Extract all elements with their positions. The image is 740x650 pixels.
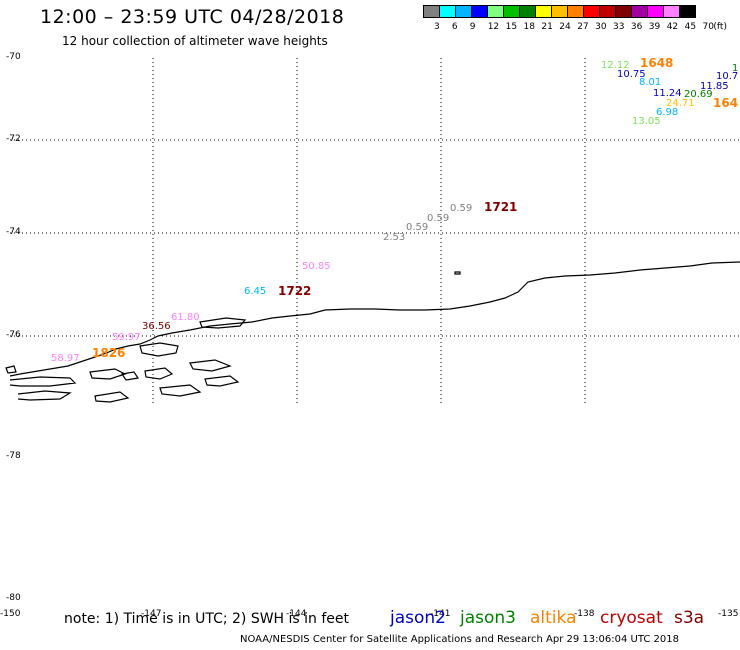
pass-time: 1826 bbox=[92, 346, 126, 360]
color-scale-label: 6 bbox=[451, 22, 458, 32]
color-scale-label: 15 bbox=[505, 22, 518, 32]
island-11 bbox=[120, 371, 140, 381]
lon-label: -147 bbox=[141, 609, 162, 619]
color-scale-label: 3 bbox=[434, 22, 440, 32]
lon-label: -138 bbox=[574, 609, 595, 619]
legend-entry-jason3: jason3 bbox=[460, 608, 516, 628]
lon-label: -150 bbox=[0, 609, 21, 619]
color-scale-label: 12 bbox=[487, 22, 500, 32]
lat-label: -74 bbox=[6, 227, 21, 237]
wave-height-value: 10.7 bbox=[716, 71, 739, 82]
lat-label: -78 bbox=[6, 451, 21, 461]
wave-height-value: 11.85 bbox=[700, 81, 729, 92]
wave-height-value: 50.85 bbox=[302, 261, 331, 272]
color-scale-label: 33 bbox=[613, 22, 625, 32]
island-7 bbox=[17, 390, 72, 401]
island-8 bbox=[94, 391, 130, 403]
wave-height-value: 10.75 bbox=[617, 69, 646, 80]
wave-height-value: 61.80 bbox=[171, 312, 200, 323]
island-9 bbox=[159, 384, 202, 397]
lon-label: -144 bbox=[286, 609, 307, 619]
island-3 bbox=[9, 376, 77, 387]
small-islet bbox=[454, 271, 461, 275]
wave-height-value: 0.59 bbox=[450, 203, 473, 214]
wave-height-value: 0.59 bbox=[427, 213, 450, 224]
lat-label: -80 bbox=[6, 593, 21, 603]
wave-height-value: 13.05 bbox=[632, 116, 661, 127]
wave-height-value: 2.53 bbox=[383, 232, 406, 243]
lat-label: -76 bbox=[6, 330, 21, 340]
island-1 bbox=[199, 317, 247, 329]
wave-height-value: 0.59 bbox=[406, 222, 429, 233]
coastline bbox=[5, 261, 740, 403]
ice-shelf-edge bbox=[9, 261, 740, 377]
wave-height-value: 24.71 bbox=[666, 98, 695, 109]
lon-label: -141 bbox=[430, 609, 451, 619]
color-scale-label: 9 bbox=[469, 22, 476, 32]
pass-time: 1721 bbox=[484, 200, 518, 214]
island-10 bbox=[204, 375, 240, 387]
color-scale-label: 42 bbox=[666, 22, 679, 32]
wave-height-value: 1 bbox=[732, 63, 739, 74]
pass-time: 1722 bbox=[278, 284, 312, 298]
color-scale-label: 18 bbox=[523, 22, 535, 32]
wave-height-value: 6.98 bbox=[656, 107, 679, 118]
wave-height-value: 59.97 bbox=[112, 332, 141, 343]
wave-height-value: 11.24 bbox=[653, 88, 682, 99]
footer-credit: NOAA/NESDIS Center for Satellite Applica… bbox=[240, 634, 679, 645]
color-scale-label: 70 bbox=[702, 22, 714, 32]
color-scale-label: 24 bbox=[559, 22, 571, 32]
wave-height-value: 36.56 bbox=[142, 321, 171, 332]
footer-note: note: 1) Time is in UTC; 2) SWH is in fe… bbox=[64, 611, 350, 627]
wave-height-value: 20.69 bbox=[684, 89, 713, 100]
color-scale-label: 21 bbox=[541, 22, 553, 32]
island-4 bbox=[89, 368, 127, 380]
color-scale-label: 36 bbox=[630, 22, 643, 32]
color-scale-labels: 3 6 9 12 15 18 21 24 27 30 33 36 39 42 45 70 (ft) bbox=[423, 22, 740, 34]
map-subtitle: 12 hour collection of altimeter wave hei… bbox=[62, 34, 328, 48]
pass-time: 164 bbox=[713, 96, 739, 110]
legend-entry-cryosat: cryosat bbox=[600, 608, 663, 628]
wave-height-value: 12.12 bbox=[601, 60, 630, 71]
legend-entry-s3a: s3a bbox=[674, 608, 705, 628]
color-scale-label: 27 bbox=[577, 22, 589, 32]
color-scale-label: 45 bbox=[684, 22, 697, 32]
island-2 bbox=[139, 342, 179, 357]
wave-height-value: 6.45 bbox=[244, 286, 267, 297]
color-scale-label: 39 bbox=[648, 22, 661, 32]
legend-entry-jason2: jason2 bbox=[390, 608, 446, 628]
map-title: 12:00 – 23:59 UTC 04/28/2018 bbox=[40, 6, 345, 28]
graticule bbox=[10, 58, 740, 405]
lat-label: -72 bbox=[6, 134, 21, 144]
wave-height-value: 8.01 bbox=[639, 77, 662, 88]
island-12 bbox=[5, 365, 17, 374]
color-scale-bar bbox=[423, 5, 696, 18]
pass-time: 1648 bbox=[640, 56, 674, 70]
island-5 bbox=[144, 367, 174, 380]
legend-entry-altika: altika bbox=[530, 608, 577, 628]
lon-label: -135 bbox=[718, 609, 739, 619]
island-6 bbox=[189, 359, 232, 372]
lat-label: -70 bbox=[6, 52, 21, 62]
color-swatch bbox=[679, 5, 696, 18]
color-scale-label: (ft) bbox=[713, 22, 727, 32]
color-scale-label: 30 bbox=[595, 22, 607, 32]
wave-height-value: 58.97 bbox=[51, 353, 80, 364]
